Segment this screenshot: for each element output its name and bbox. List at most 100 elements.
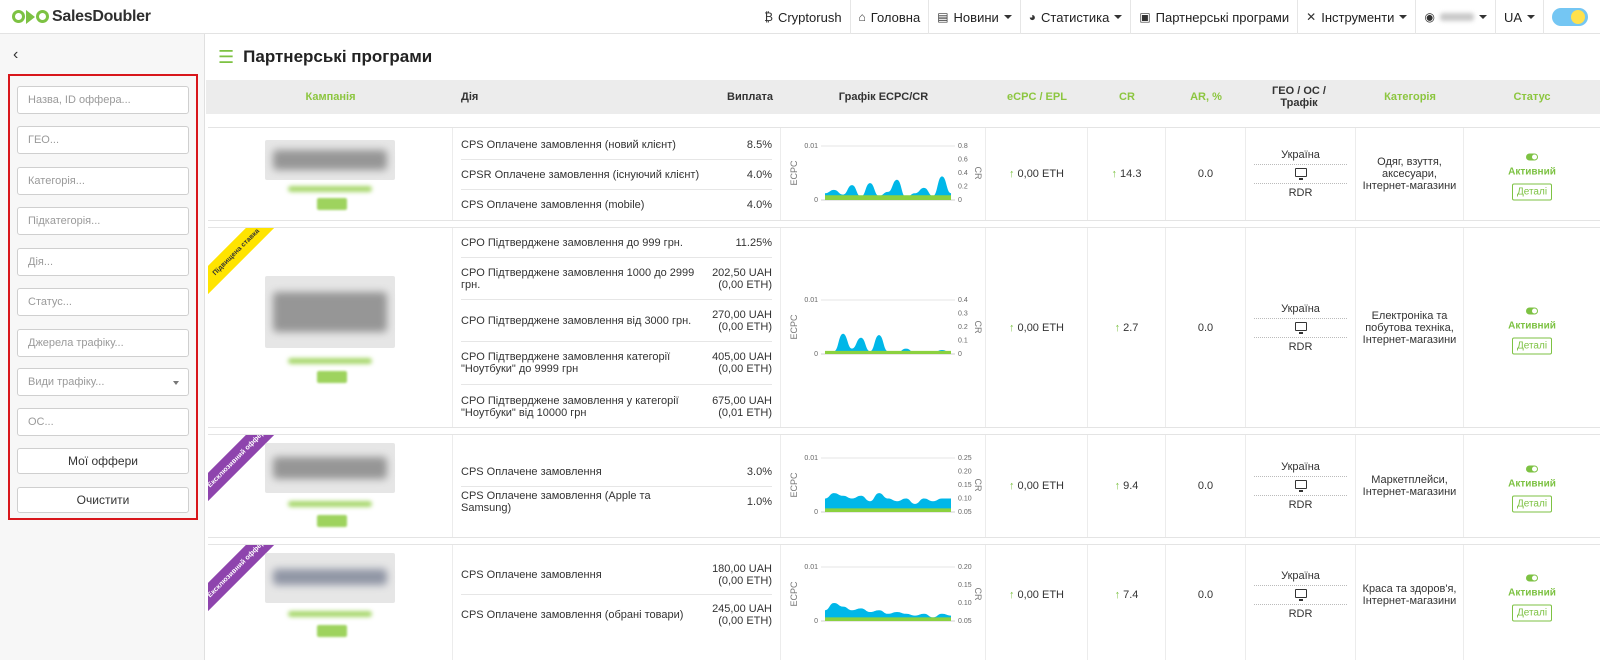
geo-filter[interactable]: ГЕО... bbox=[17, 126, 189, 154]
nav-language-label: UA bbox=[1503, 9, 1522, 25]
geo-country: Україна bbox=[1254, 300, 1347, 319]
category-text: Одяг, взуття, аксесуари, Інтернет-магази… bbox=[1362, 156, 1457, 192]
details-button[interactable]: Деталі bbox=[1511, 604, 1553, 622]
nav-home[interactable]: ⌂ Головна bbox=[849, 0, 929, 34]
nav-theme[interactable] bbox=[1543, 0, 1600, 34]
brand-logo[interactable]: SalesDoubler bbox=[12, 0, 151, 34]
status-filter[interactable]: Статус... bbox=[17, 288, 189, 316]
top-navigation: SalesDoubler ₿ Cryptorush ⌂ Головна ▤ Новин… bbox=[0, 0, 1600, 34]
campaign-logo[interactable] bbox=[265, 140, 395, 180]
collapse-arrow-icon[interactable]: ‹ bbox=[13, 46, 19, 63]
ecpc-cr-chart[interactable]: ECPC CR 0.01 0 0.8 0.6 0.4 0.2 0 bbox=[787, 134, 983, 214]
traffic-type: RDR bbox=[1288, 187, 1313, 199]
nav-tools[interactable]: ✕ Інструменти bbox=[1297, 0, 1415, 34]
y2-axis-title: CR bbox=[973, 167, 983, 180]
campaign-logo[interactable] bbox=[265, 443, 395, 493]
campaign-name-blurred bbox=[288, 501, 372, 507]
campaign-id-badge bbox=[317, 625, 347, 637]
ecpc-area-series bbox=[825, 350, 951, 354]
status-info: Активний Деталі bbox=[1464, 569, 1600, 622]
category-filter[interactable]: Категорія... bbox=[17, 167, 189, 195]
cr-value: ↑ 14.3 bbox=[1088, 168, 1165, 180]
action-line: CPS Оплачене замовлення 180,00 UAH (0,00 … bbox=[461, 555, 772, 595]
campaign-cell[interactable]: Ексклюзивний оффер bbox=[208, 545, 453, 660]
col-campaign[interactable]: Кампанія bbox=[305, 91, 356, 103]
traffic-source-filter[interactable]: Джерела трафіку... bbox=[17, 329, 189, 357]
action-payout: 4.0% bbox=[746, 168, 772, 181]
status-badge: Активний bbox=[1508, 166, 1556, 178]
cr-value-text: 2.7 bbox=[1123, 321, 1139, 334]
theme-toggle[interactable] bbox=[1552, 8, 1588, 26]
y2-tick-label: 0.20 bbox=[958, 564, 972, 571]
status-toggle-icon bbox=[1526, 574, 1538, 582]
arrow-up-icon: ↑ bbox=[1009, 589, 1015, 601]
geo-country: Україна bbox=[1254, 146, 1347, 165]
status-cell: Активний Деталі bbox=[1464, 545, 1600, 660]
campaign-name-blurred bbox=[288, 186, 372, 192]
details-button[interactable]: Деталі bbox=[1511, 337, 1553, 354]
cr-cell: ↑ 7.4 bbox=[1088, 545, 1166, 660]
desktop-icon bbox=[1294, 168, 1307, 180]
details-button[interactable]: Деталі bbox=[1511, 183, 1553, 201]
clear-filters-button[interactable]: Очистити bbox=[17, 487, 189, 513]
ecpc-cr-chart[interactable]: ECPC CR 0.01 0 0.20 0.15 0.10 0.05 bbox=[787, 555, 983, 635]
ecpc-value: ↑ 0,00 ETH bbox=[986, 480, 1087, 492]
arrow-up-icon: ↑ bbox=[1114, 589, 1121, 601]
my-offers-button[interactable]: Мої оффери bbox=[17, 448, 189, 474]
os-filter[interactable]: ОС... bbox=[17, 408, 189, 436]
nav-user[interactable]: ◉ bbox=[1415, 0, 1494, 34]
ecpc-value-text: 0,00 ETH bbox=[1017, 168, 1064, 180]
col-category[interactable]: Категорія bbox=[1384, 91, 1436, 103]
action-payout: 3.0% bbox=[746, 465, 772, 478]
ecpc-cr-chart[interactable]: ECPC CR 0.01 0 0.4 0.3 0.2 0.1 0 bbox=[787, 288, 983, 368]
action-name: CPO Підтверджене замовлення 1000 до 2999… bbox=[461, 266, 695, 291]
action-payout: 245,00 UAH (0,00 ETH) bbox=[712, 603, 772, 627]
traffic-type-select[interactable]: Види трафіку... bbox=[17, 368, 189, 396]
y2-tick-label: 0.05 bbox=[958, 618, 972, 625]
filter-sidebar: ‹ Назва, ID оффера... ГЕО... Категорія..… bbox=[0, 34, 205, 660]
details-button[interactable]: Деталі bbox=[1511, 495, 1553, 513]
ecpc-value: ↑ 0,00 ETH bbox=[986, 589, 1087, 601]
y-axis-title: ECPC bbox=[789, 472, 799, 498]
nav-stats[interactable]: ◕ Статистика bbox=[1019, 0, 1131, 34]
offer-name-input[interactable]: Назва, ID оффера... bbox=[17, 86, 189, 114]
os-info bbox=[1254, 319, 1347, 338]
campaign-name-blurred bbox=[288, 358, 372, 364]
category-cell: Краса та здоров'я, Інтернет-магазини bbox=[1356, 545, 1464, 660]
col-cr[interactable]: CR bbox=[1119, 91, 1135, 103]
campaign-name-blurred bbox=[288, 611, 372, 617]
action-name: CPO Підтверджене замовлення у категорії … bbox=[461, 394, 679, 419]
campaign-logo[interactable] bbox=[265, 276, 395, 348]
y2-tick-label: 0.10 bbox=[958, 600, 972, 607]
geo-cell: Україна RDR bbox=[1246, 128, 1356, 220]
campaign-cell[interactable] bbox=[208, 128, 453, 220]
nav-programs[interactable]: ▣ Партнерські програми bbox=[1130, 0, 1297, 34]
category-cell: Одяг, взуття, аксесуари, Інтернет-магази… bbox=[1356, 128, 1464, 220]
campaign-logo[interactable] bbox=[265, 553, 395, 603]
chart-cell: ECPC CR 0.01 0 0.25 0.20 0.15 0.10 0.05 bbox=[781, 435, 986, 537]
geo-country: Україна bbox=[1254, 458, 1347, 477]
page-header: ☰ Партнерські програми bbox=[206, 34, 1600, 80]
nav-cryptorush[interactable]: ₿ Cryptorush bbox=[756, 0, 849, 34]
traffic-type: RDR bbox=[1288, 608, 1313, 620]
col-ar[interactable]: AR, % bbox=[1190, 91, 1222, 103]
table-row: Підвищена ставка CPO Підтверджене замовл… bbox=[208, 227, 1600, 428]
y-tick-label: 0.01 bbox=[804, 143, 818, 150]
nav-language[interactable]: UA bbox=[1494, 0, 1543, 34]
action-name: CPO Підтверджене замовлення до 999 грн. bbox=[461, 236, 683, 249]
tools-icon: ✕ bbox=[1306, 10, 1317, 24]
col-graph: Графік ECPC/CR bbox=[838, 91, 929, 103]
os-info bbox=[1254, 586, 1347, 605]
y2-tick-label: 0 bbox=[958, 197, 962, 204]
col-status[interactable]: Статус bbox=[1513, 91, 1551, 103]
campaign-cell[interactable]: Ексклюзивний оффер bbox=[208, 435, 453, 537]
subcategory-filter[interactable]: Підкатегорія... bbox=[17, 207, 189, 235]
ecpc-area-series bbox=[825, 508, 951, 512]
campaign-cell[interactable]: Підвищена ставка bbox=[208, 228, 453, 427]
action-filter[interactable]: Дія... bbox=[17, 248, 189, 276]
col-ecpc[interactable]: eCPC / EPL bbox=[1007, 91, 1067, 103]
y-tick-label: 0 bbox=[814, 197, 818, 204]
y2-tick-label: 0.25 bbox=[958, 455, 972, 462]
nav-news[interactable]: ▤ Новини bbox=[928, 0, 1020, 34]
ecpc-cr-chart[interactable]: ECPC CR 0.01 0 0.25 0.20 0.15 0.10 0.05 bbox=[787, 446, 983, 526]
